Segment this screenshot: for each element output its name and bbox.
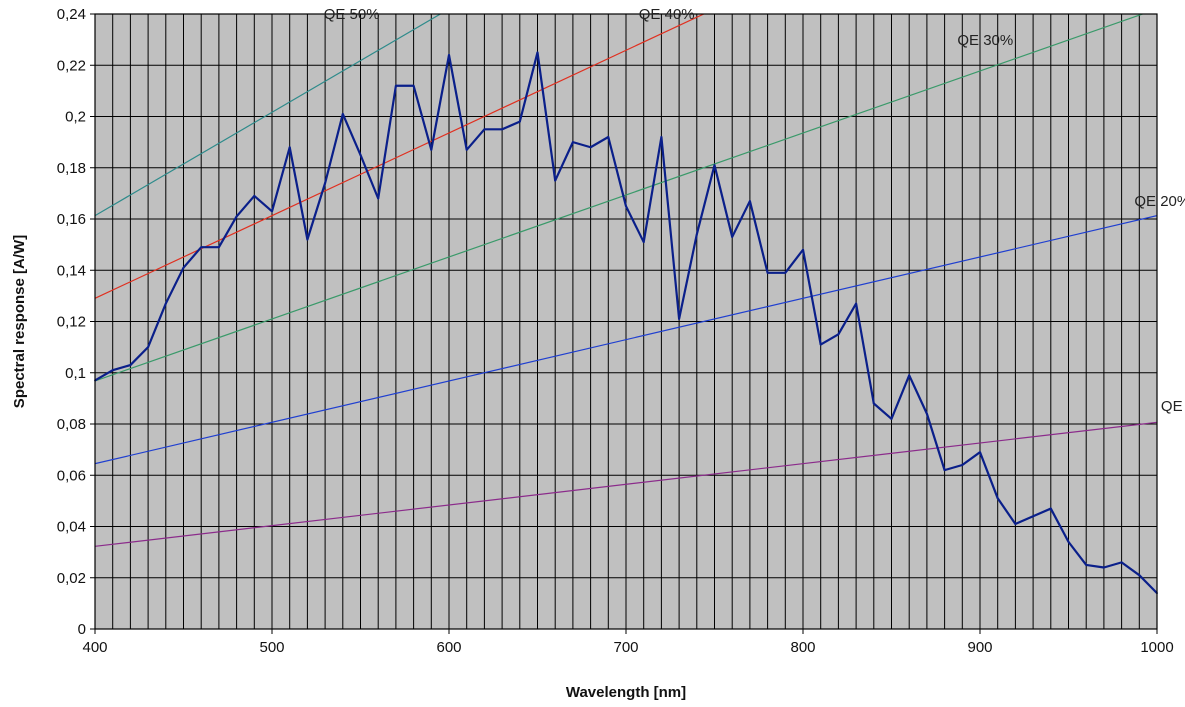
data-point xyxy=(926,412,928,415)
data-point xyxy=(642,241,645,243)
x-tick-label: 1000 xyxy=(1140,639,1173,656)
x-tick-label: 400 xyxy=(82,639,107,656)
data-point xyxy=(412,84,415,87)
data-point xyxy=(802,248,804,251)
data-point xyxy=(271,210,273,213)
qe-reference-label: QE 30% xyxy=(957,32,1013,49)
data-point xyxy=(872,402,875,405)
data-point xyxy=(695,233,698,236)
qe-reference-label: QE 20% xyxy=(1134,193,1185,210)
x-tick-label: 700 xyxy=(613,639,638,656)
qe-reference-lines xyxy=(95,14,1157,547)
y-tick-label: 0,04 xyxy=(57,519,86,536)
data-point xyxy=(1085,564,1088,566)
y-tick-label: 0,06 xyxy=(57,467,86,484)
qe-reference-label: QE 10% xyxy=(1161,398,1185,415)
data-point xyxy=(943,469,946,472)
data-point xyxy=(164,302,167,305)
y-tick-label: 0,18 xyxy=(57,160,86,177)
data-point xyxy=(288,146,291,149)
qe-reference-label: QE 50% xyxy=(324,6,380,23)
y-tick-label: 0,16 xyxy=(57,211,86,228)
data-point xyxy=(111,369,114,372)
y-tick-label: 0,02 xyxy=(57,570,86,587)
data-point xyxy=(961,464,964,466)
data-point xyxy=(501,128,503,131)
data-point xyxy=(536,51,539,54)
x-axis-title: Wavelength [nm] xyxy=(566,684,686,701)
data-point xyxy=(1049,507,1052,510)
data-point xyxy=(819,343,822,346)
y-tick-label: 0,22 xyxy=(57,57,86,74)
x-tick-label: 800 xyxy=(790,639,815,656)
data-point xyxy=(749,200,751,202)
data-point xyxy=(483,128,486,131)
data-point xyxy=(448,54,450,56)
data-point xyxy=(837,333,840,336)
data-point xyxy=(465,148,468,151)
data-point xyxy=(572,141,574,144)
data-point xyxy=(377,197,380,200)
data-point xyxy=(996,497,999,500)
data-point xyxy=(359,154,362,156)
data-point xyxy=(625,205,627,208)
qe-reference-label: QE 40% xyxy=(639,6,695,23)
data-point xyxy=(147,346,150,349)
data-point xyxy=(182,266,185,269)
data-point xyxy=(908,374,911,377)
x-tick-label: 900 xyxy=(967,639,992,656)
data-point xyxy=(784,271,787,274)
y-tick-label: 0,14 xyxy=(57,262,86,279)
qe-reference-line xyxy=(95,14,1145,382)
data-point xyxy=(129,364,132,366)
data-point xyxy=(1103,566,1105,569)
data-point xyxy=(890,417,893,420)
grid xyxy=(95,14,1157,629)
y-tick-label: 0,2 xyxy=(65,109,86,126)
y-tick-label: 0,1 xyxy=(65,365,86,382)
data-point xyxy=(324,182,326,185)
data-point xyxy=(855,302,857,305)
y-tick-label: 0 xyxy=(78,621,86,638)
data-point xyxy=(430,148,433,151)
data-point xyxy=(253,195,256,197)
data-point xyxy=(678,318,680,320)
data-point xyxy=(1120,561,1123,564)
data-point xyxy=(200,246,203,249)
data-point xyxy=(554,179,557,182)
x-tick-label: 500 xyxy=(259,639,284,656)
y-axis-title: Spectral response [A/W] xyxy=(11,235,28,408)
qe-reference-line xyxy=(95,215,1157,465)
data-point xyxy=(660,136,663,138)
qe-reference-line xyxy=(95,421,1157,547)
data-point xyxy=(395,84,397,87)
x-axis-ticks: 400 500 600 700 800 900 1000 xyxy=(82,629,1174,656)
data-point xyxy=(713,164,716,167)
data-point xyxy=(1014,523,1017,525)
series-layer xyxy=(94,51,1158,595)
qe-reference-line xyxy=(95,14,442,217)
data-point xyxy=(589,146,592,149)
y-tick-label: 0,12 xyxy=(57,314,86,331)
data-point xyxy=(306,238,309,241)
data-point xyxy=(1067,540,1070,543)
data-point xyxy=(235,215,238,218)
y-tick-label: 0,08 xyxy=(57,416,86,433)
data-point xyxy=(1032,515,1034,518)
data-point xyxy=(518,120,521,123)
data-point xyxy=(766,271,769,274)
qe-reference-line xyxy=(95,14,706,299)
data-point xyxy=(979,451,981,454)
x-tick-label: 600 xyxy=(436,639,461,656)
data-point xyxy=(218,246,220,249)
y-tick-label: 0,24 xyxy=(57,6,86,23)
data-point xyxy=(731,236,734,238)
data-point xyxy=(607,136,610,138)
data-point xyxy=(1138,574,1141,577)
data-point xyxy=(341,113,344,115)
y-axis-ticks: 0 0,02 0,04 0,06 0,08 0,1 0,12 0,14 0,16 0,18 0,2 0… xyxy=(57,6,95,638)
